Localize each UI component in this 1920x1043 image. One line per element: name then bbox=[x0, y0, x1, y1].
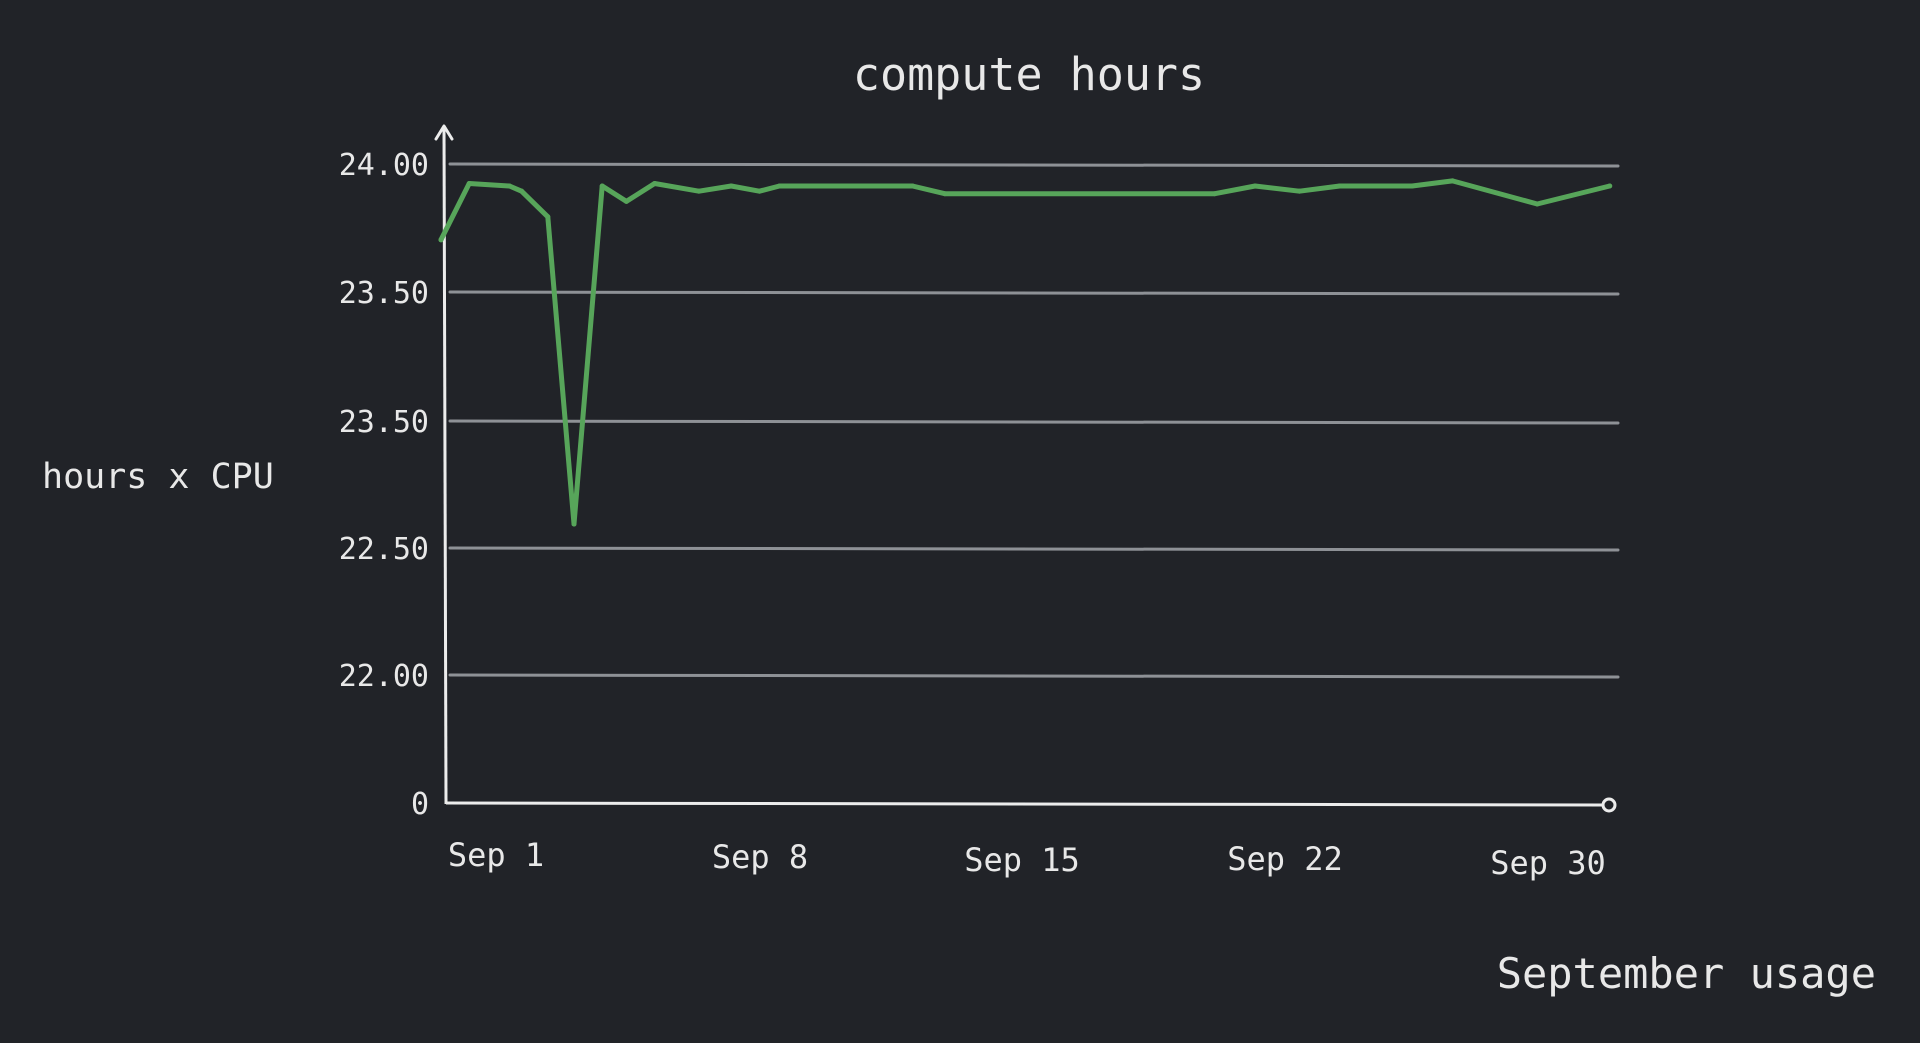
data-point bbox=[1212, 191, 1218, 197]
data-point bbox=[623, 198, 629, 204]
y-tick-label: 23.50 bbox=[339, 276, 429, 311]
data-point bbox=[507, 183, 513, 189]
gridlines bbox=[448, 162, 1620, 679]
data-point bbox=[1450, 178, 1456, 184]
data-point bbox=[1252, 183, 1258, 189]
data-point bbox=[696, 188, 702, 194]
gridline bbox=[448, 546, 1620, 552]
x-tick-label: Sep 8 bbox=[712, 838, 808, 876]
y-tick-label: 24.00 bbox=[339, 148, 429, 183]
data-point bbox=[942, 191, 948, 197]
data-point bbox=[777, 183, 783, 189]
x-axis-end-circle-icon bbox=[1601, 797, 1617, 813]
data-point bbox=[599, 183, 605, 189]
x-tick-labels: Sep 1 Sep 8 Sep 15 Sep 22 Sep 30 bbox=[448, 836, 1606, 882]
x-tick-label: Sep 30 bbox=[1490, 844, 1606, 882]
data-point bbox=[728, 183, 734, 189]
y-axis-label: hours x CPU bbox=[42, 457, 274, 497]
data-point bbox=[545, 214, 551, 220]
y-tick-label: 22.00 bbox=[339, 659, 429, 694]
data-point bbox=[1534, 201, 1540, 207]
axes bbox=[434, 124, 1617, 813]
x-tick-label: Sep 15 bbox=[964, 841, 1080, 879]
gridline bbox=[448, 290, 1620, 296]
gridline bbox=[448, 162, 1620, 168]
x-axis bbox=[445, 801, 1603, 807]
data-point bbox=[438, 237, 444, 243]
gridline bbox=[448, 419, 1620, 425]
x-tick-label: Sep 22 bbox=[1227, 840, 1343, 878]
data-point bbox=[756, 188, 762, 194]
data-point bbox=[571, 521, 577, 527]
y-tick-labels: 24.00 23.50 23.50 22.50 22.00 0 bbox=[339, 148, 429, 822]
data-point bbox=[1337, 183, 1343, 189]
data-point bbox=[910, 183, 916, 189]
data-point bbox=[652, 180, 658, 186]
data-point bbox=[519, 188, 525, 194]
y-tick-label: 22.50 bbox=[339, 532, 429, 567]
data-point bbox=[1296, 188, 1302, 194]
x-tick-label: Sep 1 bbox=[448, 836, 544, 874]
chart-title: compute hours bbox=[853, 48, 1205, 101]
gridline bbox=[448, 673, 1620, 679]
y-tick-label: 0 bbox=[411, 787, 429, 822]
data-point bbox=[1607, 183, 1613, 189]
y-axis-arrow-icon bbox=[434, 124, 454, 141]
y-tick-label: 23.50 bbox=[339, 405, 429, 440]
data-point bbox=[466, 180, 472, 186]
y-axis bbox=[442, 127, 448, 805]
data-point bbox=[1409, 183, 1415, 189]
x-axis-label: September usage bbox=[1497, 949, 1876, 998]
series-layer bbox=[438, 178, 1613, 527]
